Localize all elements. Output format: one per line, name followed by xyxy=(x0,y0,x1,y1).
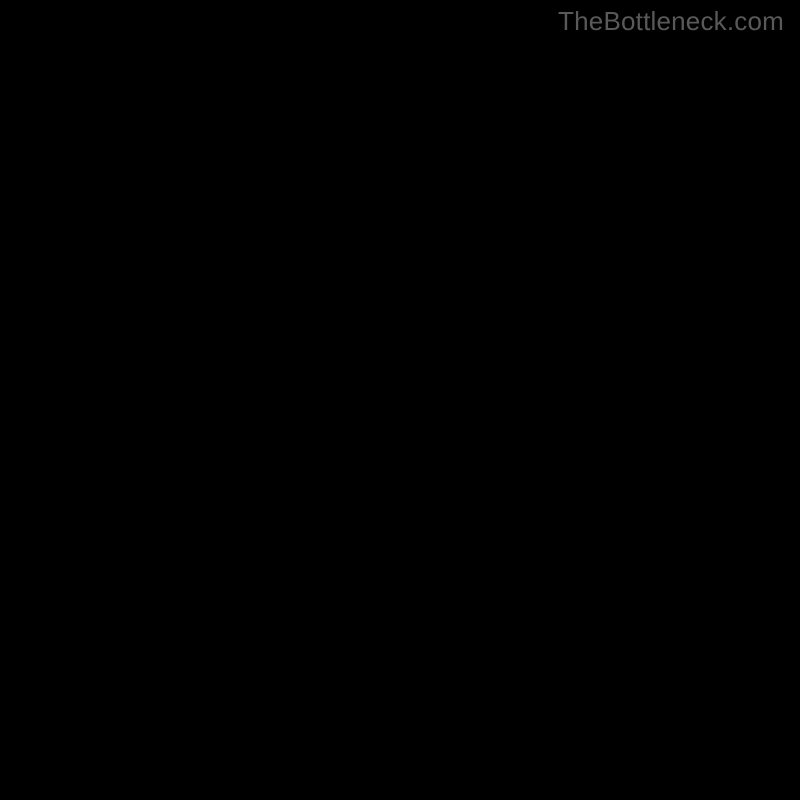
chart-outer-frame xyxy=(0,0,800,800)
watermark-text: TheBottleneck.com xyxy=(558,6,784,37)
